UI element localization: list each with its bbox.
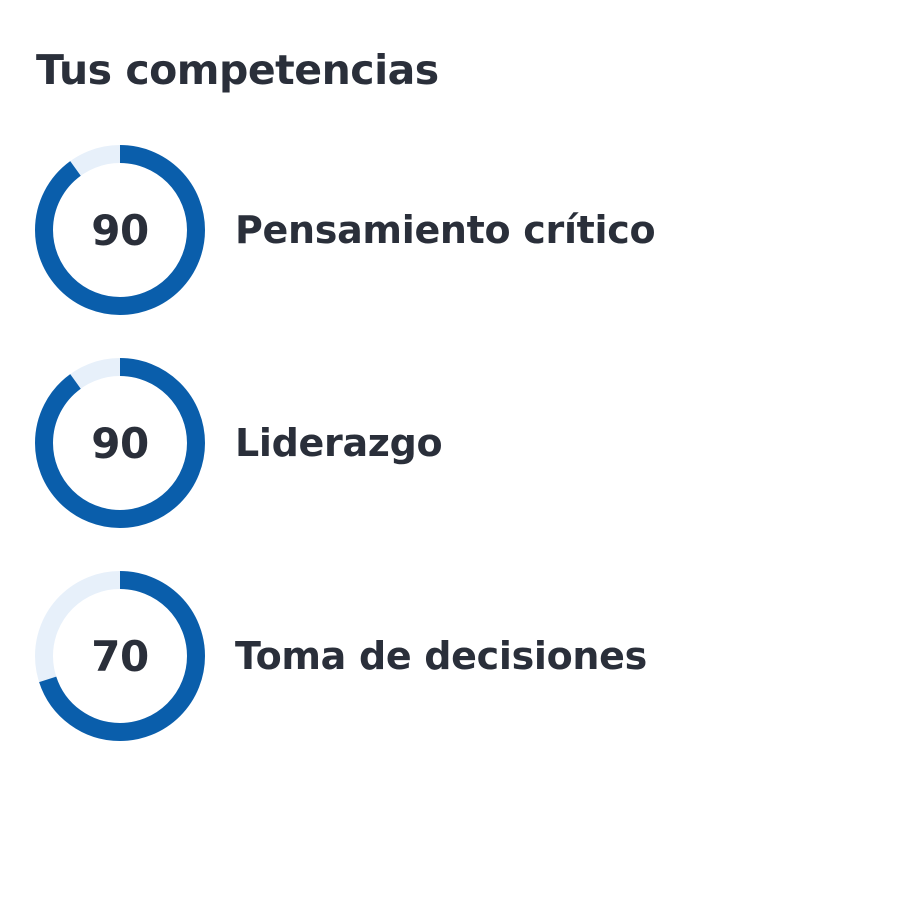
competency-score: 70 — [91, 631, 149, 681]
progress-ring-graphic — [35, 145, 205, 315]
progress-ring-graphic — [35, 571, 205, 741]
competency-item[interactable]: 70 Toma de decisiones — [33, 569, 873, 743]
competency-item[interactable]: 90 Liderazgo — [33, 356, 873, 530]
progress-ring: 90 — [33, 143, 207, 317]
competency-item[interactable]: 90 Pensamiento crítico — [33, 143, 873, 317]
competency-label: Pensamiento crítico — [235, 208, 656, 252]
progress-ring-arc — [35, 358, 205, 528]
competency-label: Liderazgo — [235, 421, 443, 465]
panel-title: Tus competencias — [36, 46, 439, 94]
competency-score: 90 — [91, 205, 149, 255]
progress-ring-arc — [35, 145, 205, 315]
progress-ring: 90 — [33, 356, 207, 530]
progress-ring: 70 — [33, 569, 207, 743]
progress-ring-arc — [35, 571, 205, 741]
progress-ring-graphic — [35, 358, 205, 528]
competency-score: 90 — [91, 418, 149, 468]
competency-label: Toma de decisiones — [235, 634, 647, 678]
